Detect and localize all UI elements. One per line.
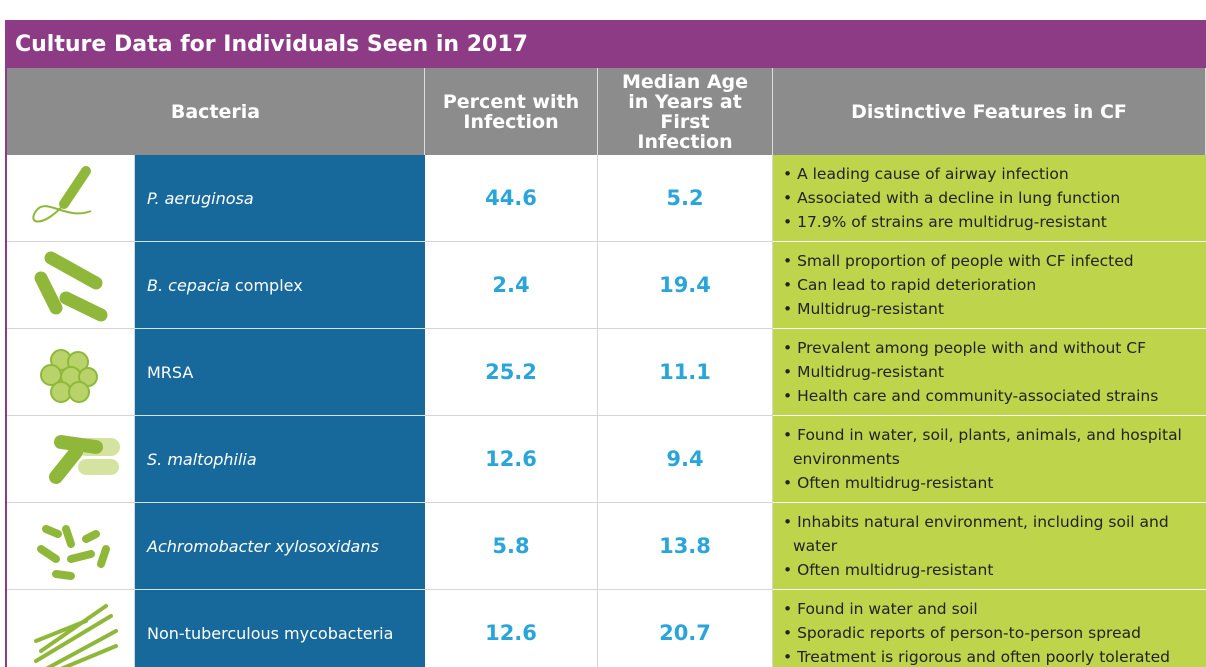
infographic: Culture Data for Individuals Seen in 201…: [0, 0, 1206, 667]
features-cell: Prevalent among people with and without …: [773, 329, 1206, 416]
feature-list: Small proportion of people with CF infec…: [783, 249, 1134, 321]
percent-cell: 2.4: [425, 242, 598, 329]
bacteria-icon: [16, 156, 126, 241]
feature: Multidrug-resistant: [783, 297, 1134, 321]
bacteria-name: Non-tuberculous mycobacteria: [147, 624, 393, 643]
feature: Often multidrug-resistant: [783, 471, 1206, 495]
bacteria-icon: [16, 243, 126, 328]
icon-cell: [7, 590, 135, 667]
bacteria-name: P. aeruginosa: [147, 189, 254, 208]
bacteria-cell: P. aeruginosa: [135, 155, 425, 242]
bacteria-name: complex: [230, 276, 303, 295]
features-cell: Found in water and soilSporadic reports …: [773, 590, 1206, 667]
column-header: Distinctive Features in CF: [773, 68, 1206, 155]
bacteria-name: B. cepacia: [147, 276, 230, 295]
icon-cell: [7, 416, 135, 503]
icon-cell: [7, 155, 135, 242]
bacteria-name: Achromobacter xylosoxidans: [147, 537, 379, 556]
bacteria-name: S. maltophilia: [147, 450, 257, 469]
feature: A leading cause of airway infection: [783, 162, 1120, 186]
title: Culture Data for Individuals Seen in 201…: [15, 32, 528, 57]
feature-list: Found in water, soil, plants, animals, a…: [783, 423, 1206, 495]
median-age-cell: 11.1: [598, 329, 773, 416]
icon-cell: [7, 329, 135, 416]
icon-cell: [7, 242, 135, 329]
column-header: Median Age in Years at First Infection: [598, 68, 773, 155]
median-age-cell: 19.4: [598, 242, 773, 329]
percent-cell: 12.6: [425, 416, 598, 503]
feature: Often multidrug-resistant: [783, 558, 1206, 582]
percent-cell: 5.8: [425, 503, 598, 590]
bacteria-cell: Non-tuberculous mycobacteria: [135, 590, 425, 667]
bacteria-icon: [16, 591, 126, 667]
feature: Found in water and soil: [783, 597, 1170, 621]
icon-cell: [7, 503, 135, 590]
feature: Multidrug-resistant: [783, 360, 1158, 384]
feature: Health care and community-associated str…: [783, 384, 1158, 408]
column-header: Bacteria: [7, 68, 425, 155]
feature-list: Found in water and soilSporadic reports …: [783, 597, 1170, 667]
features-cell: A leading cause of airway infectionAssoc…: [773, 155, 1206, 242]
median-age-cell: 13.8: [598, 503, 773, 590]
bacteria-name: MRSA: [147, 363, 193, 382]
features-cell: Inhabits natural environment, including …: [773, 503, 1206, 590]
feature: Can lead to rapid deterioration: [783, 273, 1134, 297]
feature: Treatment is rigorous and often poorly t…: [783, 645, 1170, 667]
feature: Sporadic reports of person-to-person spr…: [783, 621, 1170, 645]
bacteria-cell: S. maltophilia: [135, 416, 425, 503]
percent-cell: 44.6: [425, 155, 598, 242]
feature: Inhabits natural environment, including …: [783, 510, 1206, 558]
bacteria-cell: MRSA: [135, 329, 425, 416]
bacteria-icon: [16, 330, 126, 415]
column-header: Percent with Infection: [425, 68, 598, 155]
feature: 17.9% of strains are multidrug-resistant: [783, 210, 1120, 234]
feature: Found in water, soil, plants, animals, a…: [783, 423, 1206, 471]
percent-cell: 25.2: [425, 329, 598, 416]
feature-list: A leading cause of airway infectionAssoc…: [783, 162, 1120, 234]
feature-list: Inhabits natural environment, including …: [783, 510, 1206, 582]
feature: Associated with a decline in lung functi…: [783, 186, 1120, 210]
bacteria-icon: [16, 504, 126, 589]
median-age-cell: 5.2: [598, 155, 773, 242]
bacteria-icon: [16, 417, 126, 502]
percent-cell: 12.6: [425, 590, 598, 667]
features-cell: Found in water, soil, plants, animals, a…: [773, 416, 1206, 503]
title-bar: Culture Data for Individuals Seen in 201…: [5, 20, 1206, 68]
feature: Small proportion of people with CF infec…: [783, 249, 1134, 273]
feature-list: Prevalent among people with and without …: [783, 336, 1158, 408]
bacteria-cell: Achromobacter xylosoxidans: [135, 503, 425, 590]
median-age-cell: 20.7: [598, 590, 773, 667]
feature: Prevalent among people with and without …: [783, 336, 1158, 360]
bacteria-cell: B. cepacia complex: [135, 242, 425, 329]
median-age-cell: 9.4: [598, 416, 773, 503]
features-cell: Small proportion of people with CF infec…: [773, 242, 1206, 329]
